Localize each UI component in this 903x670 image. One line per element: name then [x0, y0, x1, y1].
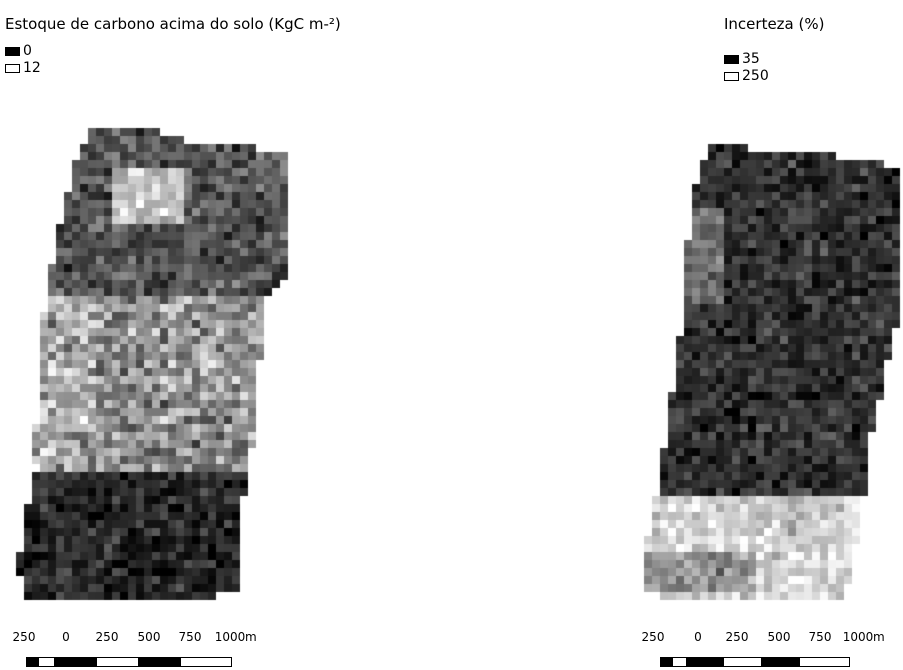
- uncertainty-legend-max-label: 250: [742, 68, 769, 84]
- carbon-legend-max-label: 12: [23, 60, 41, 76]
- uncertainty-scale-unit: m: [873, 630, 885, 644]
- carbon-legend-min: 0: [5, 43, 32, 59]
- carbon-legend-max: 12: [5, 60, 41, 76]
- uncertainty-scale-label-0: 250: [641, 630, 665, 644]
- carbon-legend-min-label: 0: [23, 43, 32, 59]
- carbon-legend-max-swatch: [5, 63, 20, 73]
- uncertainty-legend-title: Incerteza (%): [724, 15, 825, 33]
- uncertainty-legend-min-label: 35: [742, 51, 760, 67]
- carbon-stock-raster-map: [0, 0, 450, 670]
- carbon-scale-label-0: 250: [12, 630, 36, 644]
- carbon-legend-min-swatch: [5, 46, 20, 56]
- carbon-scale-label-5: 1000: [214, 630, 246, 644]
- carbon-scale-label-1: 0: [62, 630, 70, 644]
- uncertainty-scale-label-1: 0: [694, 630, 702, 644]
- uncertainty-scale-label-3: 500: [767, 630, 791, 644]
- carbon-scale-label-2: 250: [95, 630, 119, 644]
- carbon-scale-bar-graphic: [26, 657, 232, 667]
- carbon-legend-title: Estoque de carbono acima do solo (KgC m-…: [5, 15, 341, 33]
- uncertainty-legend-min: 35: [724, 51, 760, 67]
- uncertainty-legend-max-swatch: [724, 71, 739, 81]
- uncertainty-scale-bar-graphic: [660, 657, 850, 667]
- carbon-stock-map-panel: Estoque de carbono acima do solo (KgC m-…: [0, 0, 450, 670]
- carbon-scale-unit: m: [245, 630, 257, 644]
- uncertainty-scale-label-4: 750: [808, 630, 832, 644]
- carbon-scale-label-3: 500: [137, 630, 161, 644]
- uncertainty-legend-max: 250: [724, 68, 769, 84]
- uncertainty-scale-label-5: 1000: [842, 630, 874, 644]
- uncertainty-scale-label-2: 250: [725, 630, 749, 644]
- uncertainty-map-panel: Incerteza (%) 35 250 250 0 250 500 750 1…: [452, 0, 903, 670]
- uncertainty-legend-min-swatch: [724, 54, 739, 64]
- carbon-scale-label-4: 750: [178, 630, 202, 644]
- uncertainty-raster-map: [452, 0, 903, 670]
